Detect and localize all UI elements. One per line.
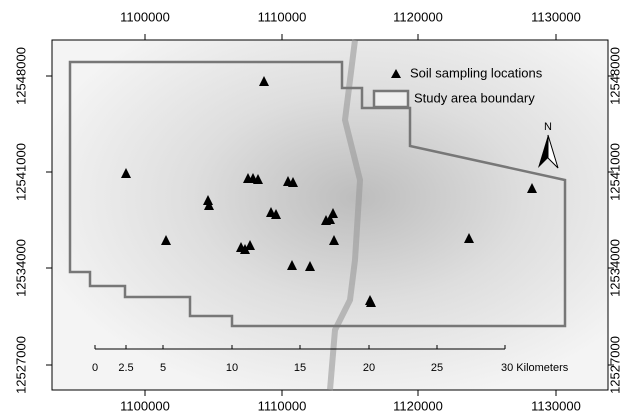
scale-label: 15 [294, 362, 306, 374]
left-tick-label: 12527000 [13, 336, 28, 394]
legend-label: Study area boundary [414, 90, 535, 105]
left-tick-label: 12541000 [13, 143, 28, 201]
bottom-tick-label: 1130000 [531, 398, 581, 413]
bottom-tick-label: 1110000 [258, 398, 307, 413]
north-label: N [544, 121, 552, 133]
scale-label: 25 [431, 362, 443, 374]
legend-boundary [374, 91, 408, 107]
legend-label: Soil sampling locations [410, 65, 543, 80]
bottom-tick-label: 1100000 [120, 398, 170, 413]
scale-label: 5 [160, 362, 166, 374]
scale-label: 0 [92, 362, 98, 374]
left-tick-label: 12534000 [13, 239, 28, 297]
top-tick-label: 1130000 [531, 9, 581, 24]
map: 1100000 1100000 1110000 1110000 1120000 11200… [0, 0, 628, 417]
scale-label: 2.5 [118, 362, 133, 374]
bottom-tick-label: 1120000 [393, 398, 443, 413]
scale-label: 30 Kilometers [501, 362, 569, 374]
scale-label: 20 [363, 362, 375, 374]
top-tick-label: 1110000 [258, 9, 307, 24]
top-tick-label: 1120000 [393, 9, 443, 24]
top-tick-label: 1100000 [120, 9, 170, 24]
scale-label: 10 [226, 362, 238, 374]
left-tick-label: 12548000 [13, 47, 28, 105]
